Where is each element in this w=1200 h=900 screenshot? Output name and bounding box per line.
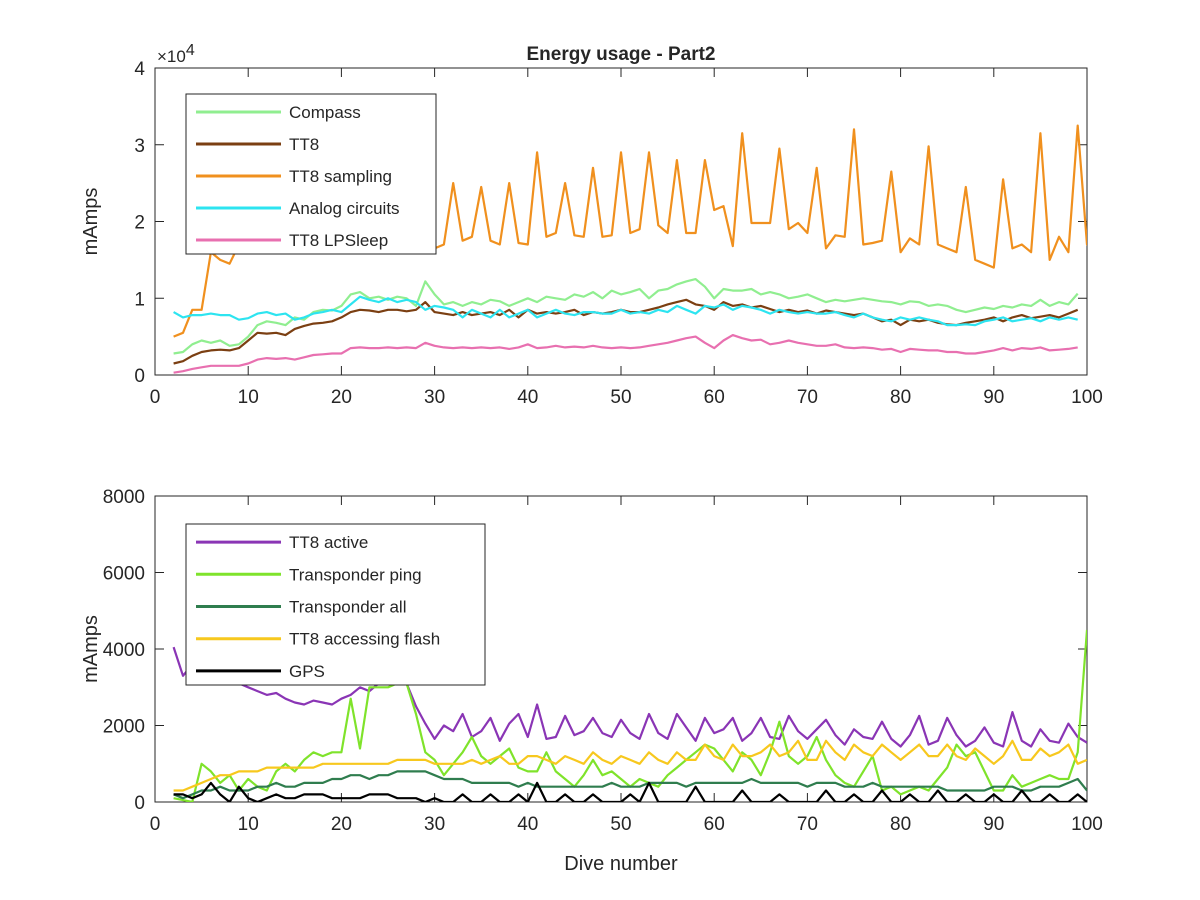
series-line-tt8-lpsleep: [173, 334, 1078, 374]
x-tick-label: 70: [797, 387, 818, 408]
legend-entry: GPS: [289, 662, 325, 681]
series-group: [172, 629, 1087, 802]
x-tick-label: 60: [704, 814, 725, 835]
x-tick-label: 90: [983, 387, 1004, 408]
y-axis-label: mAmps: [80, 615, 102, 683]
y-exponent-label: ×104: [157, 42, 195, 66]
x-tick-label: 40: [517, 814, 538, 835]
x-tick-label: 10: [238, 387, 259, 408]
x-tick-label: 80: [890, 814, 911, 835]
legend-entry: Transponder all: [289, 598, 407, 617]
series-line-compass: [173, 278, 1079, 355]
series-line-analog-circuits: [173, 295, 1078, 327]
y-tick-label: 6000: [103, 564, 145, 585]
y-tick-label: 2: [134, 213, 145, 234]
axes-2: 0 10 20 30 40 50 60 70 80 90 100 0 2000 4000 6000 8000 m…: [80, 487, 1103, 875]
x-tick-label: 60: [704, 387, 725, 408]
x-tick-label: 90: [983, 814, 1004, 835]
x-axis-label: Dive number: [564, 853, 678, 875]
x-tick-label: 30: [424, 387, 445, 408]
x-tick-label: 100: [1071, 814, 1103, 835]
legend: TT8 active Transponder ping Transponder al…: [185, 523, 486, 686]
legend-entry: TT8: [289, 135, 319, 154]
x-tick-label: 100: [1071, 387, 1103, 408]
legend-entry: TT8 LPSleep: [289, 231, 388, 250]
legend-entry: Transponder ping: [289, 565, 422, 584]
y-tick-label: 4: [134, 59, 145, 80]
y-tick-label: 8000: [103, 487, 145, 508]
y-tick-label: 1: [134, 289, 145, 310]
x-tick-label: 10: [238, 814, 259, 835]
x-tick-label: 50: [610, 814, 631, 835]
x-tick-label: 20: [331, 814, 352, 835]
y-tick-label: 3: [134, 136, 145, 157]
series-line-transponder-all: [173, 770, 1087, 800]
legend-entry: Analog circuits: [289, 199, 400, 218]
x-tick-label: 40: [517, 387, 538, 408]
x-tick-label: 70: [797, 814, 818, 835]
legend-box: [185, 93, 437, 255]
legend-entry: TT8 active: [289, 533, 368, 552]
series-line-gps: [173, 781, 1087, 802]
series-line-tt8-accessing-flash: [173, 739, 1087, 792]
y-tick-label: 0: [134, 793, 145, 814]
exponent-power: 4: [186, 42, 195, 59]
y-tick-label: 2000: [103, 717, 145, 738]
series-group: [173, 124, 1087, 374]
legend-entry: TT8 accessing flash: [289, 630, 440, 649]
x-tick-label: 30: [424, 814, 445, 835]
y-tick-label: 0: [134, 366, 145, 387]
legend: Compass TT8 TT8 sampling Analog circuits TT8…: [185, 93, 437, 255]
legend-box: [185, 523, 486, 686]
x-tick-label: 80: [890, 387, 911, 408]
series-line-tt8-active: [172, 646, 1087, 748]
x-tick-label: 0: [150, 387, 161, 408]
y-tick-label: 4000: [103, 640, 145, 661]
legend-entry: TT8 sampling: [289, 167, 392, 186]
x-tick-label: 0: [150, 814, 161, 835]
chart-title: Energy usage - Part2: [526, 44, 715, 65]
y-axis-label: mAmps: [80, 188, 102, 256]
x-tick-label: 50: [610, 387, 631, 408]
exponent-base: ×10: [157, 47, 186, 66]
legend-entry: Compass: [289, 103, 361, 122]
x-tick-label: 20: [331, 387, 352, 408]
